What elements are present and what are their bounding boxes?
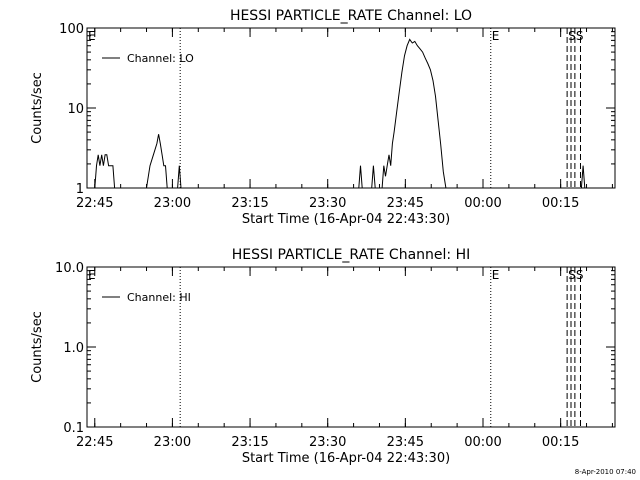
event-marker-label: S xyxy=(568,268,576,282)
event-marker-label: E xyxy=(88,29,96,43)
y-axis-label: Counts/sec xyxy=(30,311,45,383)
event-marker-label: S xyxy=(576,29,584,43)
event-marker-label: E xyxy=(492,29,500,43)
x-tick-label: 23:30 xyxy=(309,196,346,211)
x-axis-label: Start Time (16-Apr-04 22:43:30) xyxy=(242,212,450,227)
x-tick-label: 23:15 xyxy=(231,435,268,450)
y-tick-label: 1.0 xyxy=(63,341,84,356)
x-tick-label: 00:00 xyxy=(464,196,501,211)
event-marker-label: E xyxy=(88,268,96,282)
y-tick-label: 100 xyxy=(59,22,84,37)
y-tick-label: 0.1 xyxy=(63,421,84,436)
y-tick-label: 1 xyxy=(76,182,84,197)
x-tick-label: 22:45 xyxy=(76,435,113,450)
x-tick-label: 23:45 xyxy=(387,196,424,211)
x-tick-label: 00:15 xyxy=(542,435,579,450)
chart-title: HESSI PARTICLE_RATE Channel: HI xyxy=(232,247,470,263)
chart-title: HESSI PARTICLE_RATE Channel: LO xyxy=(230,8,472,24)
panel-1: HESSI PARTICLE_RATE Channel: LO 1 10 100 Cou… xyxy=(30,8,616,227)
event-marker-label: S xyxy=(568,29,576,43)
y-axis-label: Counts/sec xyxy=(30,72,45,144)
x-tick-label: 23:15 xyxy=(231,196,268,211)
y-tick-label: 10.0 xyxy=(55,261,84,276)
event-marker-label: E xyxy=(492,268,500,282)
x-tick-label: 00:00 xyxy=(464,435,501,450)
legend-label: Channel: HI xyxy=(127,291,191,304)
x-tick-label: 22:45 xyxy=(76,196,113,211)
x-axis-label: Start Time (16-Apr-04 22:43:30) xyxy=(242,451,450,466)
x-tick-label: 00:15 xyxy=(542,196,579,211)
x-tick-label: 23:00 xyxy=(154,196,191,211)
series-line xyxy=(87,38,586,189)
y-tick-label: 10 xyxy=(67,102,84,117)
legend-label: Channel: LO xyxy=(127,52,194,65)
x-tick-label: 23:45 xyxy=(387,435,424,450)
x-tick-label: 23:00 xyxy=(154,435,191,450)
event-marker-label: S xyxy=(576,268,584,282)
footer-timestamp: 8-Apr-2010 07:40 xyxy=(575,468,636,476)
panel-2: HESSI PARTICLE_RATE Channel: HI 0.1 1.0 10.… xyxy=(30,247,616,466)
x-tick-label: 23:30 xyxy=(309,435,346,450)
